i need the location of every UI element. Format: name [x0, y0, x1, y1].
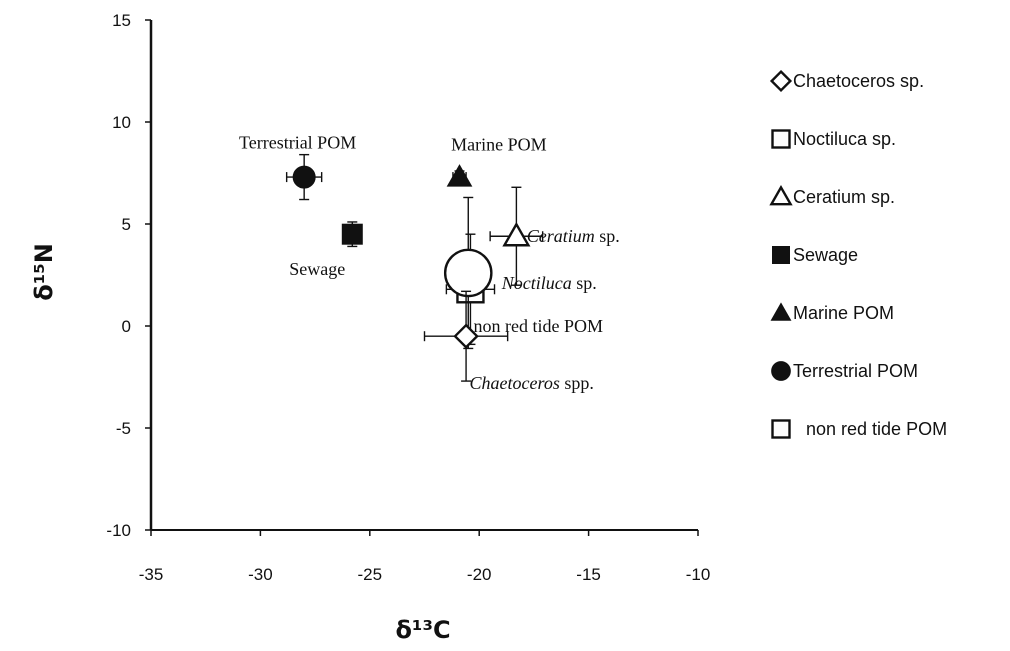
annotations: Terrestrial POM Marine POM Sewage Ceratium … [239, 132, 620, 393]
point-ceratium-sp [489, 186, 544, 286]
legend-marker [771, 129, 791, 149]
legend-item-non-red-tide-pom: non red tide POM [771, 419, 947, 439]
point-chaetoceros-sp [423, 290, 509, 382]
annotation-noctiluca-sp: Noctiluca sp. [501, 273, 597, 293]
legend: Chaetoceros sp. Noctiluca sp. Ceratium sp.… [769, 69, 947, 439]
y-tick-label: 5 [122, 215, 131, 234]
x-tick-label: -30 [248, 565, 273, 584]
point-marine-pom [446, 164, 473, 187]
legend-marker [770, 302, 792, 321]
x-tick-label: -25 [358, 565, 383, 584]
x-tick-label: -15 [576, 565, 601, 584]
point-non-red-tide-pom [443, 196, 493, 350]
annotation-terrestrial-pom: Terrestrial POM [239, 132, 356, 152]
legend-item-terrestrial-pom: Terrestrial POM [771, 361, 918, 381]
legend-label: Noctiluca sp. [793, 129, 896, 149]
legend-item-marine-pom: Marine POM [770, 302, 894, 323]
legend-label: Ceratium sp. [793, 187, 895, 207]
chaetoceros-sp-marker [453, 323, 479, 349]
legend-label: Terrestrial POM [793, 361, 918, 381]
x-tick-label: -10 [686, 565, 711, 584]
legend-item-chaetoceros-sp: Chaetoceros sp. [769, 69, 924, 93]
sewage-marker [341, 223, 363, 245]
y-axis-title: δ¹⁵N [30, 243, 58, 301]
legend-marker [772, 246, 790, 264]
legend-label: Chaetoceros sp. [793, 71, 924, 91]
y-tick-label: -5 [116, 419, 131, 438]
legend-marker [771, 361, 791, 381]
x-tick-label: -35 [139, 565, 164, 584]
ceratium-sp-marker [502, 221, 531, 247]
x-axis-title: δ¹³C [395, 616, 450, 644]
axes [149, 20, 698, 531]
legend-marker [771, 419, 791, 439]
marine-pom-marker [446, 164, 473, 187]
terrestrial-pom-marker [292, 165, 316, 189]
point-sewage [341, 221, 363, 248]
legend-label: Marine POM [793, 303, 894, 323]
legend-item-noctiluca-sp: Noctiluca sp. [771, 129, 896, 149]
legend-marker [769, 69, 793, 93]
legend-item-ceratium-sp: Ceratium sp. [769, 184, 895, 207]
point-terrestrial-pom [285, 153, 323, 201]
y-tick-label: -10 [106, 521, 131, 540]
annotation-ceratium-sp: Ceratium sp. [527, 226, 620, 246]
legend-marker [769, 184, 793, 206]
legend-item-sewage: Sewage [772, 245, 858, 265]
annotation-chaetoceros-spp: Chaetoceros spp. [470, 373, 594, 393]
legend-label: non red tide POM [806, 419, 947, 439]
y-tick-label: 15 [112, 11, 131, 30]
y-tick-label: 0 [122, 317, 131, 336]
annotation-marine-pom: Marine POM [451, 134, 547, 154]
non-red-tide-pom-marker [443, 248, 493, 298]
x-tick-label: -20 [467, 565, 492, 584]
legend-label: Sewage [793, 245, 858, 265]
annotation-sewage: Sewage [289, 259, 345, 279]
ticks: -35 -30 -25 -20 -15 -10 -10 -5 0 5 10 15 [106, 11, 710, 584]
data-points [285, 153, 544, 382]
y-tick-label: 10 [112, 113, 131, 132]
annotation-non-red-tide-pom: non red tide POM [474, 316, 604, 336]
